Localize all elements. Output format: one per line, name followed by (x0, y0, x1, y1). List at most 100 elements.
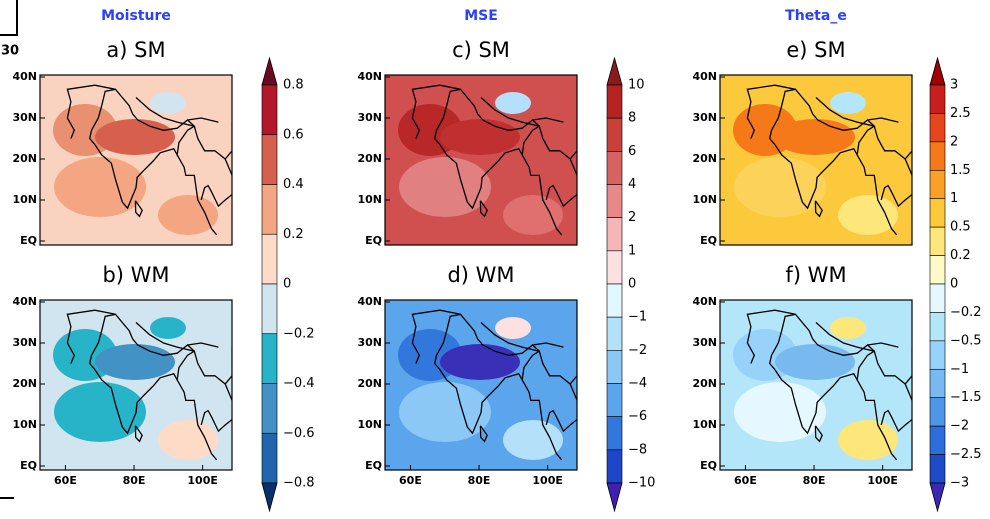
colorbar-label: 10 (628, 78, 645, 93)
map (720, 75, 912, 245)
colorbar-label: 1 (950, 191, 958, 206)
lat-label: EQ (365, 234, 382, 247)
coastline (532, 342, 564, 348)
map (720, 300, 912, 470)
lat-label: EQ (20, 234, 37, 247)
map-blob (158, 420, 218, 460)
coastline (768, 88, 876, 210)
colorbar-label: 0.5 (950, 220, 971, 235)
coastline (815, 322, 906, 385)
colorbar-triangle (929, 482, 946, 513)
colorbar-bin (929, 425, 946, 455)
colorbar-bin (606, 350, 623, 384)
colorbar-bin (929, 169, 946, 200)
colorbar-label: 2.5 (950, 106, 971, 121)
colorbar-bin (929, 454, 946, 484)
colorbar-label: 0.2 (283, 227, 304, 242)
colorbar-bin (929, 397, 946, 427)
colorbar-label: 8 (628, 111, 636, 126)
panel-label: d) WM (447, 263, 514, 287)
coastline (545, 347, 577, 433)
coastline (480, 322, 571, 385)
coastlines (411, 309, 577, 461)
coastline (856, 154, 898, 236)
colorbar-label: −2 (628, 343, 647, 358)
colorbar-bin (929, 226, 946, 256)
map-blob (95, 119, 175, 155)
colorbar-bin (606, 449, 623, 484)
coastline (867, 342, 899, 348)
coastline (411, 84, 461, 139)
lat-label: EQ (365, 459, 382, 472)
lat-label: 40N (12, 70, 37, 83)
coastline (746, 84, 796, 139)
lon-label: 60E (54, 474, 77, 487)
lon-label: 80E (803, 474, 826, 487)
map-blob (399, 157, 491, 217)
map-blob (95, 344, 175, 380)
map-blob (440, 344, 520, 380)
map-frame (384, 74, 578, 246)
colorbar-bin (929, 113, 946, 143)
colorbar-label: 6 (628, 144, 636, 159)
lon-label: 100E (867, 474, 897, 487)
coastline (814, 200, 823, 218)
lat-label: 10N (692, 418, 717, 431)
coastline (480, 97, 571, 160)
panel-label: b) WM (102, 263, 169, 287)
map-blob (440, 119, 520, 155)
map-blob (734, 157, 826, 217)
coastline (479, 425, 488, 443)
lat-label: 20N (357, 377, 382, 390)
coastline (134, 425, 143, 443)
map-blob (838, 420, 898, 460)
panel-label: e) SM (786, 38, 845, 62)
lat-label: 10N (692, 193, 717, 206)
colorbar-label: −6 (628, 409, 647, 424)
map-blob (503, 195, 563, 235)
colorbar-bin (606, 383, 623, 417)
colorbar-label: −2 (950, 419, 969, 434)
colorbar-label: −0.2 (950, 305, 982, 320)
lat-label: 40N (12, 295, 37, 308)
colorbar-label: −0.2 (283, 326, 315, 341)
lat-label: EQ (700, 234, 717, 247)
coastline (88, 88, 196, 210)
map-blob (775, 344, 855, 380)
lon-label: 60E (399, 474, 422, 487)
map-blob (399, 382, 491, 442)
colorbar-bin (929, 84, 946, 114)
lat-label: 40N (357, 70, 382, 83)
map-blob (150, 92, 186, 114)
colorbar-bin (606, 117, 623, 152)
coastline (135, 322, 226, 385)
coastline (479, 200, 488, 218)
panel-label: f) WM (785, 263, 846, 287)
coastline (66, 309, 116, 364)
lat-label: 20N (357, 152, 382, 165)
lon-label: 100E (532, 474, 562, 487)
map-frame (39, 299, 233, 471)
colorbar-bin (261, 184, 278, 235)
coastline (433, 88, 541, 210)
colorbar-label: 0.2 (950, 248, 971, 263)
coastline (880, 347, 912, 433)
lat-label: 10N (12, 418, 37, 431)
colorbar-label: 0.6 (283, 127, 304, 142)
colorbar-label: 0.4 (283, 177, 304, 192)
map-blob (54, 157, 146, 217)
colorbar-bin (929, 368, 946, 399)
coastline (176, 154, 218, 236)
coastline (187, 117, 219, 123)
colorbar-bin (929, 141, 946, 171)
lat-label: 40N (357, 295, 382, 308)
coastline (521, 379, 563, 461)
lat-label: 30N (692, 111, 717, 124)
lat-label: 20N (692, 152, 717, 165)
colorbar-label: −0.5 (950, 333, 982, 348)
colorbar-label: 2 (628, 210, 636, 225)
colorbar-bin (929, 283, 946, 313)
colorbar-bin (929, 340, 946, 370)
colorbar-bin (929, 312, 946, 342)
coastline (815, 97, 906, 160)
